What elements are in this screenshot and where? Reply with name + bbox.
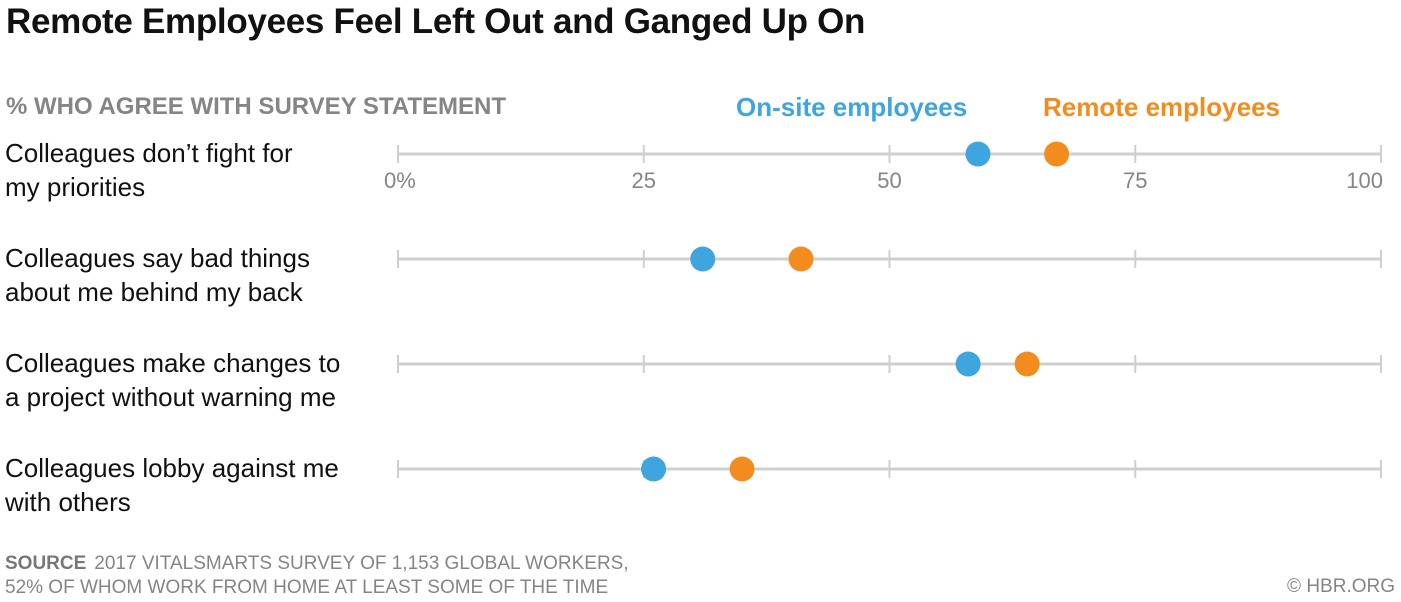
category-label: Colleagues make changes to a project wit… bbox=[5, 348, 341, 412]
legend-entry: On-site employees bbox=[736, 92, 968, 122]
x-tick-label: 100 bbox=[1346, 168, 1383, 193]
legend-entry: Remote employees bbox=[1043, 92, 1280, 122]
dot bbox=[729, 456, 755, 482]
x-tick-label: 0% bbox=[384, 168, 416, 193]
source-text: 2017 VITALSMARTS SURVEY OF 1,153 GLOBAL … bbox=[5, 553, 629, 598]
dot bbox=[788, 246, 814, 272]
category-label: Colleagues lobby against me with others bbox=[5, 453, 339, 517]
chart-title: Remote Employees Feel Left Out and Gange… bbox=[6, 2, 866, 41]
category-label: Colleagues don’t fight for my priorities bbox=[5, 138, 293, 202]
subtitle: % WHO AGREE WITH SURVEY STATEMENT bbox=[6, 93, 507, 120]
category-label: Colleagues say bad things about me behin… bbox=[5, 243, 310, 307]
dot bbox=[641, 456, 667, 482]
source: SOURCE 2017 VITALSMARTS SURVEY OF 1,153 G… bbox=[5, 552, 629, 600]
credit: © HBR.ORG bbox=[1287, 576, 1395, 597]
dot bbox=[690, 246, 716, 272]
source-label: SOURCE bbox=[5, 553, 87, 574]
dot bbox=[1014, 351, 1040, 377]
x-tick-label: 50 bbox=[877, 168, 901, 193]
dot bbox=[955, 351, 981, 377]
dot bbox=[1044, 141, 1070, 167]
dot bbox=[965, 141, 991, 167]
x-tick-label: 75 bbox=[1123, 168, 1147, 193]
x-tick-label: 25 bbox=[632, 168, 656, 193]
